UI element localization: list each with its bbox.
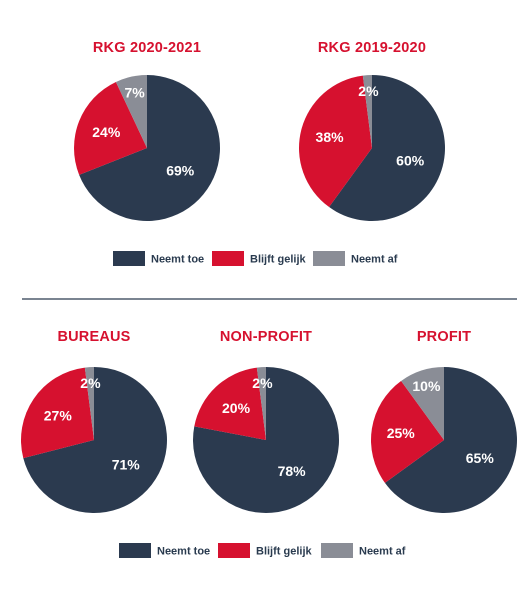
- legend-swatch-neemt-toe: [119, 543, 151, 558]
- chart-title-rkg-2019-2020: RKG 2019-2020: [318, 40, 426, 56]
- pie-rkg-2020-2021: RKG 2020-2021 69% 24% 7%: [73, 40, 221, 222]
- legend-swatch-neemt-af: [313, 251, 345, 266]
- pie-rkg-2019-2020: RKG 2019-2020 60% 38% 2%: [299, 40, 446, 221]
- chart-title-non-profit: NON-PROFIT: [220, 329, 312, 345]
- slice-label-profit-blijft-gelijk: 25%: [387, 425, 416, 441]
- slice-label-rkg-2019-2020-neemt-toe: 60%: [396, 152, 425, 168]
- pie-slice-rkg-2019-2020-blijft-gelijk: [299, 75, 372, 208]
- slice-label-non-profit-neemt-af: 2%: [252, 375, 273, 391]
- slice-label-non-profit-blijft-gelijk: 20%: [222, 400, 251, 416]
- chart-title-bureaus: BUREAUS: [57, 329, 130, 345]
- slice-label-bureaus-neemt-toe: 71%: [112, 457, 141, 473]
- slice-label-rkg-2020-2021-neemt-af: 7%: [124, 84, 145, 100]
- slice-label-rkg-2019-2020-neemt-af: 2%: [358, 83, 379, 99]
- pie-slice-bureaus-neemt-af: [84, 367, 94, 440]
- legend-label-neemt-toe: Neemt toe: [151, 254, 204, 266]
- pie-slice-rkg-2020-2021-neemt-toe: [79, 75, 221, 222]
- legend-label-neemt-toe: Neemt toe: [157, 546, 210, 558]
- legend-swatch-neemt-af: [321, 543, 353, 558]
- pie-non-profit: NON-PROFIT 78% 20%2%: [193, 329, 339, 514]
- slice-label-profit-neemt-toe: 65%: [466, 450, 495, 466]
- slice-label-non-profit-neemt-toe: 78%: [278, 463, 307, 479]
- slice-label-rkg-2020-2021-blijft-gelijk: 24%: [92, 124, 121, 140]
- legend-swatch-blijft-gelijk: [218, 543, 250, 558]
- pie-slice-profit-blijft-gelijk: [371, 380, 444, 483]
- legend-label-blijft-gelijk: Blijft gelijk: [256, 546, 313, 558]
- pie-slice-non-profit-neemt-af: [256, 367, 266, 440]
- legend-top: Neemt toe Blijft gelijk Neemt af: [113, 251, 398, 266]
- chart-title-rkg-2020-2021: RKG 2020-2021: [93, 40, 201, 56]
- legend-swatch-neemt-toe: [113, 251, 145, 266]
- pie-slice-rkg-2019-2020-neemt-toe: [329, 75, 446, 221]
- pie-bureaus: BUREAUS 71% 27% 2%: [20, 329, 167, 514]
- slice-label-rkg-2020-2021-neemt-toe: 69%: [166, 163, 195, 179]
- pie-slice-profit-neemt-af: [401, 366, 444, 440]
- pie-slice-rkg-2020-2021-neemt-af: [115, 75, 147, 148]
- pie-slice-bureaus-blijft-gelijk: [20, 367, 94, 459]
- slice-label-bureaus-blijft-gelijk: 27%: [44, 407, 73, 423]
- pie-slice-non-profit-neemt-toe: [193, 367, 339, 514]
- pie-slice-non-profit-blijft-gelijk: [194, 367, 266, 440]
- legend-swatch-blijft-gelijk: [212, 251, 244, 266]
- legend-label-neemt-af: Neemt af: [351, 254, 398, 266]
- pie-slice-profit-neemt-toe: [384, 367, 517, 514]
- slice-label-rkg-2019-2020-blijft-gelijk: 38%: [316, 129, 345, 145]
- pie-slice-bureaus-neemt-toe: [23, 367, 167, 514]
- pie-profit: PROFIT 65% 25% 10%: [371, 329, 517, 514]
- slice-label-profit-neemt-af: 10%: [412, 378, 441, 394]
- legend-bottom: Neemt toe Blijft gelijk Neemt af: [119, 543, 406, 558]
- pie-slice-rkg-2019-2020-neemt-af: [362, 75, 372, 148]
- pie-slice-rkg-2020-2021-blijft-gelijk: [73, 81, 147, 175]
- legend-label-neemt-af: Neemt af: [359, 546, 406, 558]
- chart-title-profit: PROFIT: [417, 329, 471, 345]
- legend-label-blijft-gelijk: Blijft gelijk: [250, 254, 307, 266]
- slice-label-bureaus-neemt-af: 2%: [80, 375, 101, 391]
